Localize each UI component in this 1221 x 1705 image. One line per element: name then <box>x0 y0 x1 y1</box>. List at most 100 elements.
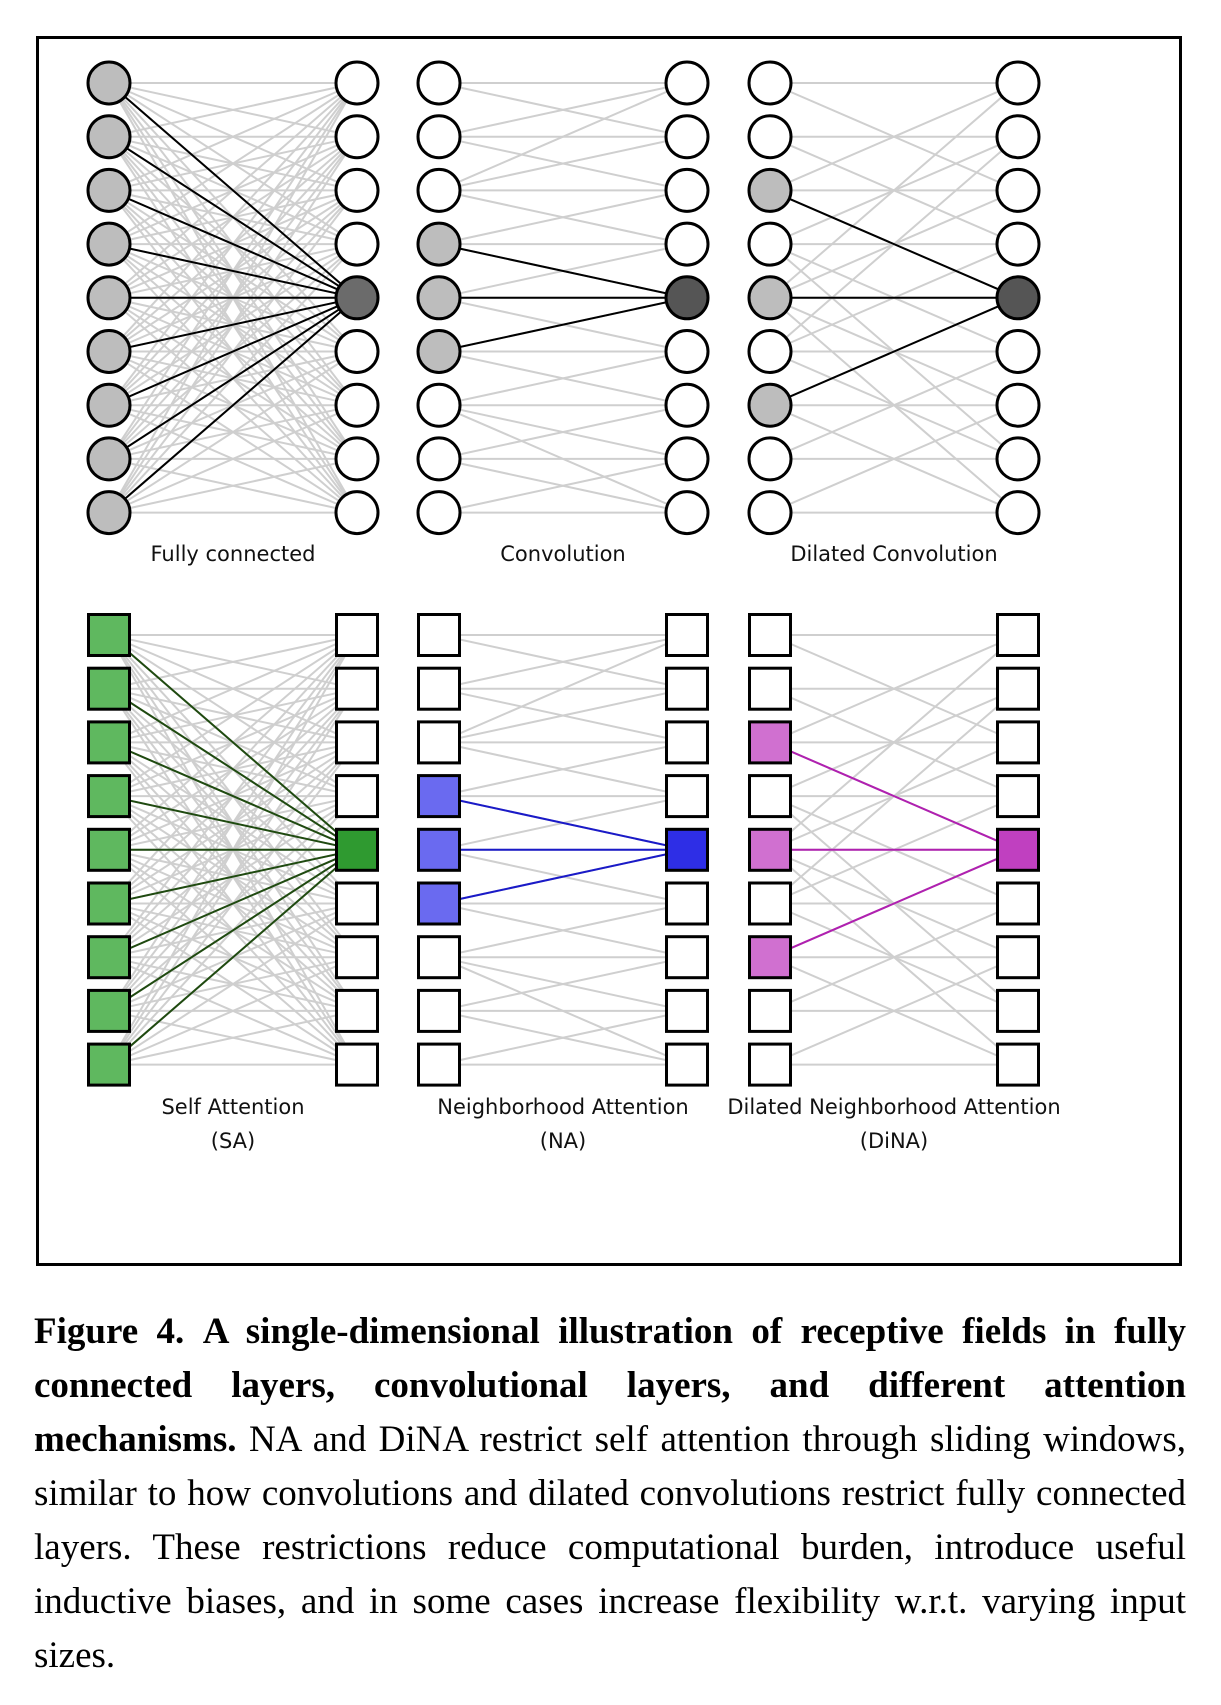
input-node <box>416 490 462 536</box>
output-node <box>664 60 710 106</box>
output-node <box>664 167 710 213</box>
receptive-field-edge <box>108 189 358 299</box>
output-node-query <box>665 827 709 872</box>
panel-conv-label: Convolution <box>500 542 625 566</box>
receptive-field-edge <box>108 296 358 407</box>
connection-edge <box>769 634 1019 851</box>
input-node <box>416 436 462 482</box>
input-node <box>417 1042 461 1087</box>
receptive-field-edge <box>108 82 358 299</box>
output-node <box>335 881 379 926</box>
receptive-field-edge <box>108 795 358 851</box>
output-node <box>665 666 709 711</box>
panel-dina-sublabel: (DiNA) <box>860 1129 928 1153</box>
output-node <box>995 221 1041 267</box>
connection-edge <box>769 902 1019 1012</box>
panel-sa: Self Attention (SA) <box>87 613 379 1153</box>
connection-edge <box>108 634 358 744</box>
input-node <box>747 490 793 536</box>
receptive-field-edge <box>438 296 688 353</box>
input-node-context <box>417 881 461 926</box>
connection-edge <box>108 82 358 192</box>
connection-edge <box>108 902 358 1066</box>
connection-edge <box>438 350 688 407</box>
input-node-context <box>86 221 132 267</box>
input-node <box>748 1042 792 1087</box>
output-node <box>664 436 710 482</box>
receptive-field-edge <box>769 189 1019 299</box>
input-node-context <box>86 490 132 536</box>
connection-edge <box>108 956 358 1066</box>
output-node <box>334 167 380 213</box>
input-node-context <box>86 60 132 106</box>
input-node-context <box>87 666 131 711</box>
input-node-context <box>87 720 131 765</box>
input-node-context <box>87 1042 131 1087</box>
output-node <box>995 167 1041 213</box>
input-node-context <box>86 275 132 321</box>
output-node <box>335 613 379 657</box>
input-node <box>416 382 462 428</box>
input-node <box>748 666 792 711</box>
output-node <box>995 114 1041 160</box>
output-node <box>335 666 379 711</box>
receptive-field-edge <box>108 135 358 299</box>
connection-edge <box>108 350 358 514</box>
panel-dconv-label: Dilated Convolution <box>790 542 997 566</box>
receptive-field-edge <box>108 297 358 514</box>
connection-edge <box>769 350 1019 460</box>
receptive-field-edge <box>438 795 688 851</box>
connection-edge <box>438 82 688 138</box>
input-node-context <box>87 988 131 1033</box>
panel-na-sublabel: (NA) <box>540 1129 586 1153</box>
receptive-field-edge <box>769 848 1019 959</box>
output-node-query <box>335 827 379 872</box>
output-node <box>334 221 380 267</box>
output-node <box>996 774 1040 819</box>
input-node-context <box>86 436 132 482</box>
panel-na: Neighborhood Attention (NA) <box>417 613 709 1153</box>
output-node-query <box>995 275 1041 321</box>
connection-edge <box>438 741 688 798</box>
figure-frame: Fully connected Convolution Dilated Convol… <box>36 36 1182 1266</box>
input-node <box>747 221 793 267</box>
figure-caption: Figure 4. A single-dimensional illustrat… <box>34 1305 1186 1683</box>
output-node <box>664 221 710 267</box>
panel-na-label: Neighborhood Attention <box>437 1095 688 1119</box>
output-node <box>996 988 1040 1033</box>
receptive-field-edge <box>108 848 358 1012</box>
output-node <box>995 436 1041 482</box>
connection-edge <box>108 1009 358 1066</box>
caption-label: Figure 4. <box>34 1311 185 1352</box>
input-node <box>747 329 793 374</box>
output-node <box>995 60 1041 106</box>
input-node <box>417 666 461 711</box>
input-node-context <box>86 329 132 374</box>
output-node <box>665 881 709 926</box>
input-node <box>747 60 793 106</box>
input-node-context <box>417 774 461 819</box>
receptive-field-edge <box>108 741 358 851</box>
connection-edge <box>769 404 1019 514</box>
connection-edge <box>438 687 688 744</box>
input-node <box>416 114 462 160</box>
panel-fc: Fully connected <box>86 60 380 566</box>
output-node <box>665 720 709 765</box>
output-node <box>335 935 379 980</box>
input-node-context <box>416 275 462 321</box>
output-node-query <box>664 275 710 321</box>
input-node <box>417 988 461 1033</box>
connection-edge <box>438 902 688 959</box>
input-node-context <box>87 935 131 980</box>
input-node <box>416 60 462 106</box>
connection-edge <box>769 82 1019 192</box>
input-node-context <box>748 720 792 765</box>
input-node-context <box>87 881 131 926</box>
receptive-field-edge <box>108 634 358 851</box>
output-node <box>334 329 380 374</box>
connection-edge <box>438 1009 688 1066</box>
input-node <box>417 613 461 657</box>
output-node <box>665 613 709 657</box>
output-node <box>996 1042 1040 1087</box>
input-node-context <box>417 827 461 872</box>
